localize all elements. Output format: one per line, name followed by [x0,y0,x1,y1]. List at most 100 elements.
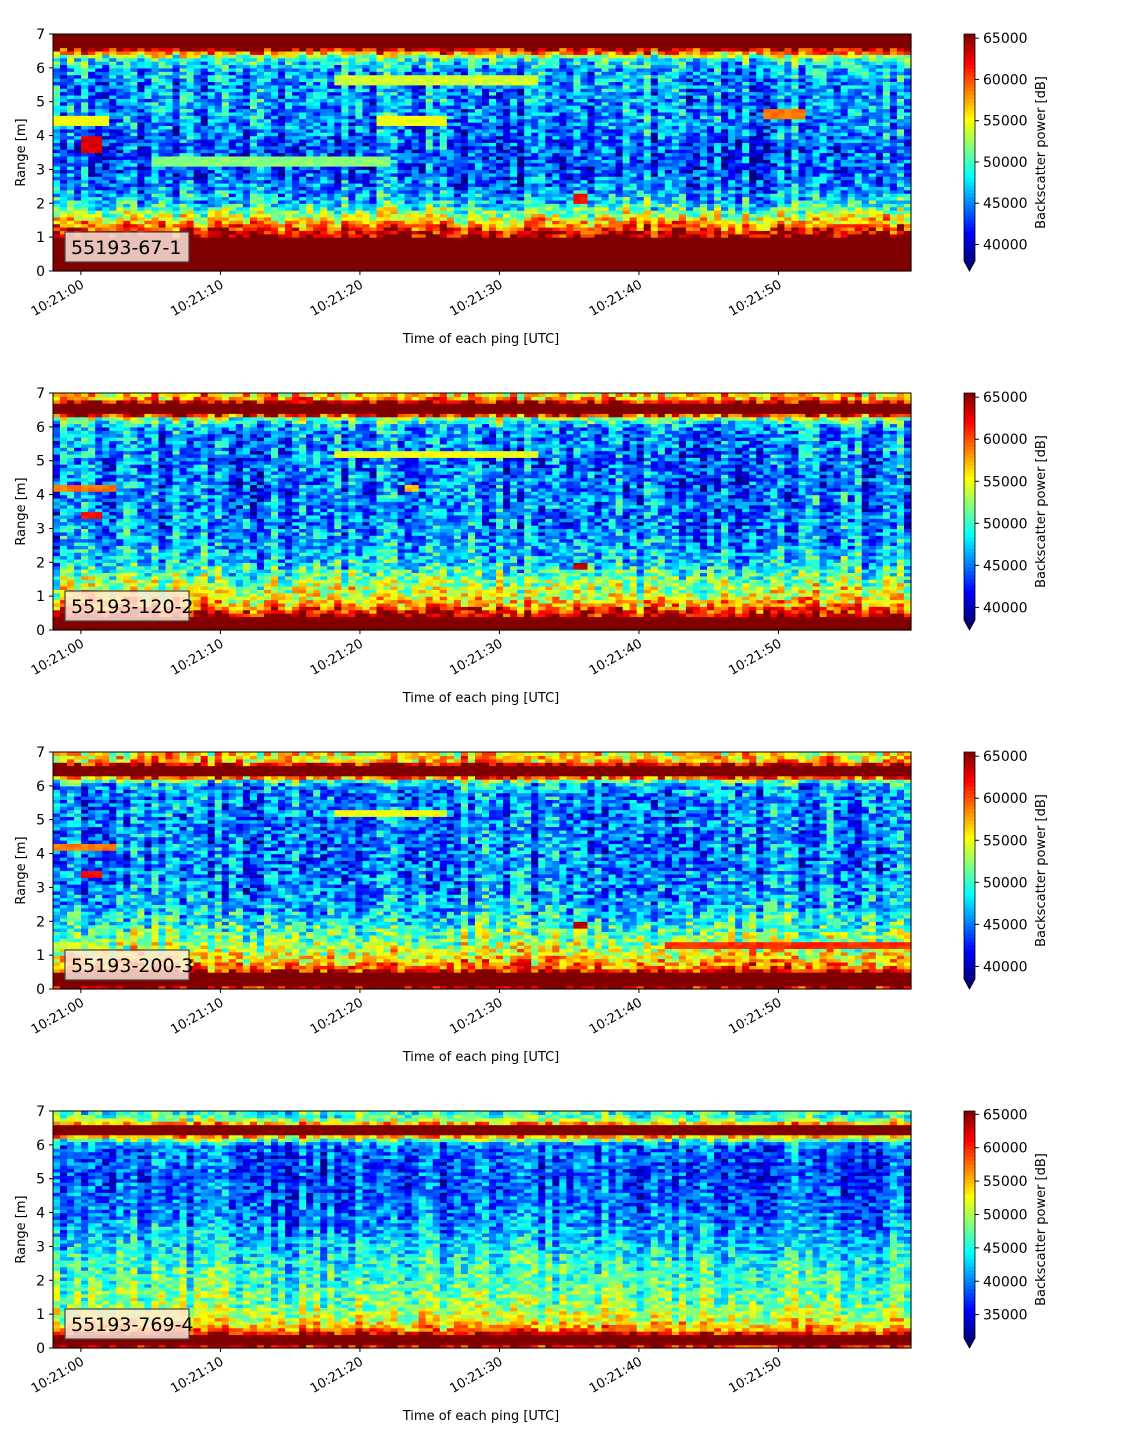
heatmap-cell [116,159,124,164]
heatmap-cell [123,108,131,113]
heatmap-cell [67,196,75,201]
heatmap-cell [299,159,307,164]
heatmap-cell [306,78,314,82]
heatmap-cell [242,71,251,76]
heatmap-cell [144,196,153,201]
heatmap-cell [242,210,251,215]
heatmap-cell [88,98,96,103]
heatmap-cell [235,226,244,231]
heatmap-cell [228,199,237,204]
heatmap-cell [249,216,258,221]
heatmap-cell [207,233,216,238]
heatmap-cell [292,260,300,265]
heatmap-cell [390,34,399,38]
heatmap-cell [144,213,153,218]
heatmap-cell [221,169,230,174]
heatmap-cell [221,145,230,150]
heatmap-cell [130,81,138,86]
heatmap-cell [242,179,251,184]
heatmap-cell [193,162,202,167]
heatmap-cell [200,179,209,184]
heatmap-cell [137,125,146,130]
heatmap-cell [165,47,174,52]
heatmap-cell [207,155,216,160]
heatmap-cell [263,105,272,110]
heatmap-cell [320,206,328,211]
heatmap-cell [193,243,202,248]
heatmap-cell [67,78,75,82]
heatmap-cell [320,233,328,238]
heatmap-cell [193,61,202,66]
heatmap-cell [313,196,321,201]
heatmap-cell [242,108,251,113]
heatmap-cell [207,199,216,204]
heatmap-cell [53,220,61,225]
heatmap-cell [102,216,110,221]
heatmap-cell [67,135,75,140]
heatmap-cell [285,213,293,218]
heatmap-cell [299,166,307,171]
heatmap-cell [186,105,195,110]
heatmap-cell [320,213,328,218]
heatmap-cell [116,172,124,177]
heatmap-cell [320,257,328,262]
heatmap-cell [200,88,209,93]
heatmap-cell [263,34,272,38]
heatmap-cell [53,91,61,96]
heatmap-cell [81,128,89,133]
heatmap-cell [271,57,279,62]
heatmap-cell [60,250,68,255]
heatmap-cell [235,257,244,262]
heatmap-cell [60,267,68,272]
heatmap-cell [292,162,300,167]
heatmap-cell [151,155,160,160]
heatmap-cell [172,169,181,174]
heatmap-cell [256,159,265,164]
heatmap-cell [74,98,82,103]
heatmap-cell [271,138,279,143]
heatmap-cell [123,94,131,99]
heatmap-cell [334,34,342,38]
heatmap-cell [496,34,504,38]
heatmap-cell [235,260,244,265]
heatmap-cell [130,44,138,49]
heatmap-cell [200,226,209,231]
heatmap-cell [221,196,230,201]
heatmap-cell [249,152,258,157]
heatmap-cell [109,182,117,187]
heatmap-cell [60,166,68,171]
heatmap-cell [249,237,258,242]
heatmap-cell [53,44,61,49]
heatmap-cell [88,145,96,150]
heatmap-cell [193,220,202,225]
heatmap-cell [172,57,181,62]
heatmap-cell [200,240,209,245]
heatmap-cell [221,189,230,194]
heatmap-cell [179,71,188,76]
heatmap-cell [263,210,272,215]
heatmap-cell [158,264,167,269]
heatmap-cell [228,108,237,113]
heatmap-cell [249,193,258,198]
heatmap-cell [144,115,153,120]
heatmap-cell [235,101,244,106]
heatmap-cell [137,203,146,208]
heatmap-cell [109,152,117,157]
heatmap-cell [263,40,272,45]
heatmap-cell [263,142,272,147]
heatmap-cell [320,226,328,231]
heatmap-cell [116,115,124,120]
heatmap-cell [306,196,314,201]
heatmap-cell [235,71,244,76]
heatmap-cell [263,186,272,191]
heatmap-cell [278,67,286,72]
heatmap-cell [320,193,328,198]
heatmap-cell [320,243,328,248]
heatmap-cell [60,176,68,181]
heatmap-cell [200,155,209,160]
heatmap-cell [130,149,138,154]
heatmap-cell [207,115,216,120]
heatmap-cell [221,108,230,113]
heatmap-cell [292,186,300,191]
heatmap-cell [60,247,68,252]
